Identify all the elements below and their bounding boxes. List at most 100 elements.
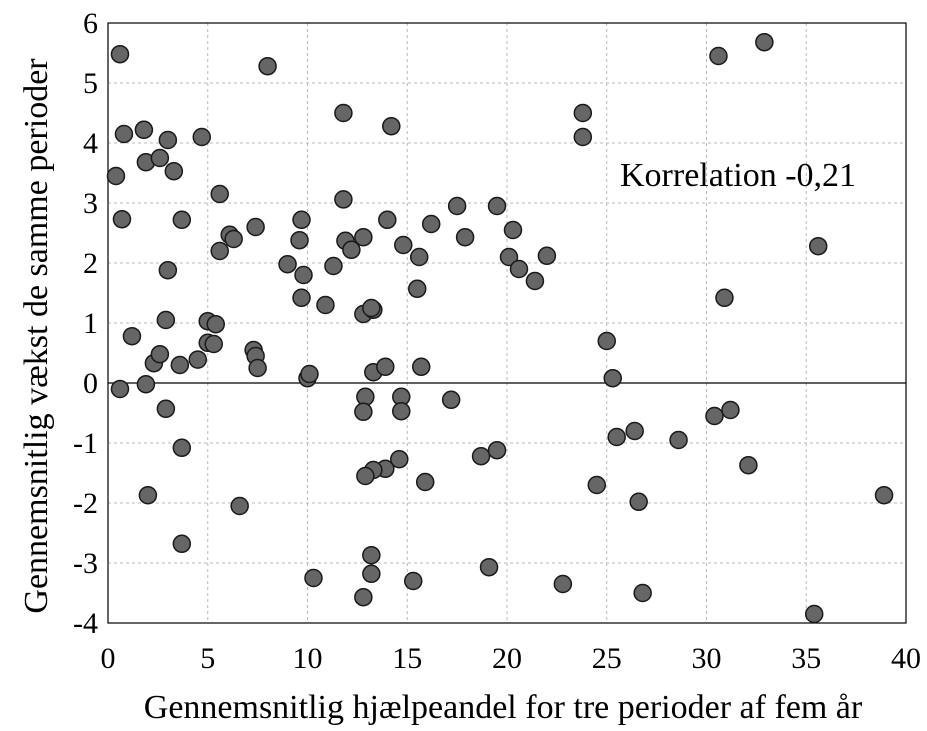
data-point [158,130,178,150]
y-tick-label: 6 [83,7,98,40]
data-point [170,355,190,375]
data-point [356,387,375,407]
data-point [755,32,774,52]
plot-frame [107,22,907,624]
y-axis-ticks: 6 5 4 3 2 1 0 -1 -2 -3 -4 [73,7,98,640]
data-point [394,235,413,255]
y-tick-label: 1 [83,307,98,340]
data-point [808,236,828,256]
y-tick-label: 5 [83,67,98,100]
data-point [188,350,208,369]
data-point [114,124,134,144]
correlation-annotation: Korrelation -0,21 [620,157,856,194]
data-point [300,364,319,384]
x-tick-label: 5 [200,642,215,675]
data-point [354,402,373,422]
x-tick-label: 20 [492,642,522,675]
data-point [629,492,648,512]
data-point [471,446,491,466]
data-point [210,241,229,261]
y-tick-label: -1 [73,427,98,460]
data-point [447,196,467,216]
data-point [421,214,441,234]
x-tick-label: 10 [293,642,323,675]
data-point [156,399,176,419]
y-tick-label: -2 [73,487,98,520]
data-point [392,401,411,421]
data-point [172,210,192,230]
data-point [110,44,130,64]
data-point [324,256,343,276]
data-point [407,279,427,299]
data-point [206,314,225,334]
data-point [804,604,824,624]
data-point [136,374,156,394]
data-point [342,240,361,260]
x-axis-title: Gennemsnitlig hjælpeandel for tre period… [144,689,863,726]
x-tick-label: 0 [101,642,116,675]
data-point [172,534,192,554]
y-tick-label: 2 [83,247,98,280]
data-point [411,357,431,377]
data-point [316,295,335,315]
data-point [597,331,616,351]
data-point [487,196,507,216]
data-point [739,455,758,475]
x-tick-label: 25 [592,642,622,675]
data-point [334,190,353,209]
data-point [669,430,688,450]
data-point [378,210,397,230]
data-point [192,127,212,147]
data-point [172,438,192,458]
data-point [224,229,243,249]
data-point [278,254,297,274]
y-tick-label: -4 [73,607,98,640]
data-point [164,161,184,181]
data-point [362,545,381,565]
data-point [721,400,740,420]
data-point [455,227,475,247]
x-tick-label: 15 [392,642,422,675]
data-point [230,496,249,516]
x-axis-ticks: 0 5 10 15 20 25 30 35 40 [101,642,922,675]
data-point [292,288,311,308]
data-point [354,587,373,607]
data-point [156,310,176,330]
data-point [403,571,423,591]
y-tick-label: 3 [83,187,98,220]
data-point [625,421,644,441]
data-point [150,148,170,168]
data-point [210,184,229,204]
x-tick-label: 30 [692,642,722,675]
data-point [390,449,409,469]
data-point [362,564,381,584]
data-point [573,127,593,147]
data-point [479,557,499,577]
data-point [603,368,622,388]
data-point [112,209,132,229]
data-point [258,56,277,76]
data-point [354,227,373,247]
data-point [633,583,652,603]
data-point [334,103,353,123]
data-points [106,32,894,624]
data-point [409,247,429,267]
x-tick-label: 40 [891,642,921,675]
data-point [138,485,158,505]
data-point [158,260,178,280]
x-tick-label: 35 [791,642,821,675]
data-point [292,210,311,230]
data-point [573,103,593,123]
data-point [441,390,461,410]
data-point [376,357,395,377]
data-point [294,265,313,285]
data-point [874,485,894,505]
y-tick-label: -3 [73,547,98,580]
y-axis-title: Gennemsnitlig vækst de samme perioder [18,58,55,614]
data-point [204,334,223,354]
data-point [709,46,728,66]
y-tick-label: 4 [83,127,98,160]
data-point [134,120,154,140]
data-point [499,247,519,267]
